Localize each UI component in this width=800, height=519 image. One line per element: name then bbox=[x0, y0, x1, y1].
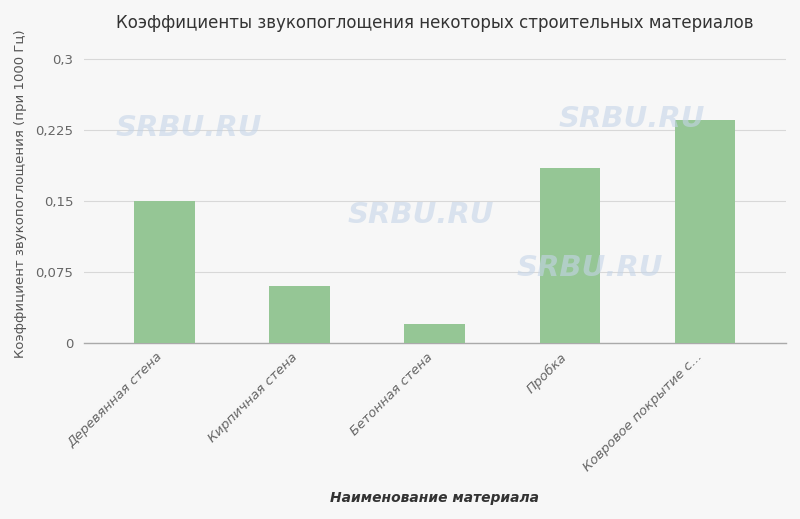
Bar bbox=[539, 168, 600, 343]
Title: Коэффициенты звукопоглощения некоторых строительных материалов: Коэффициенты звукопоглощения некоторых с… bbox=[116, 14, 754, 32]
Text: SRBU.RU: SRBU.RU bbox=[348, 200, 494, 228]
Bar bbox=[270, 286, 330, 343]
Text: SRBU.RU: SRBU.RU bbox=[558, 105, 705, 133]
Bar bbox=[674, 120, 735, 343]
Y-axis label: Коэффициент звукопоглощения (при 1000 Гц): Коэффициент звукопоглощения (при 1000 Гц… bbox=[14, 30, 27, 358]
Bar bbox=[134, 201, 195, 343]
Text: SRBU.RU: SRBU.RU bbox=[116, 114, 262, 142]
Bar bbox=[405, 324, 466, 343]
X-axis label: Наименование материала: Наименование материала bbox=[330, 491, 539, 505]
Text: SRBU.RU: SRBU.RU bbox=[516, 254, 662, 282]
